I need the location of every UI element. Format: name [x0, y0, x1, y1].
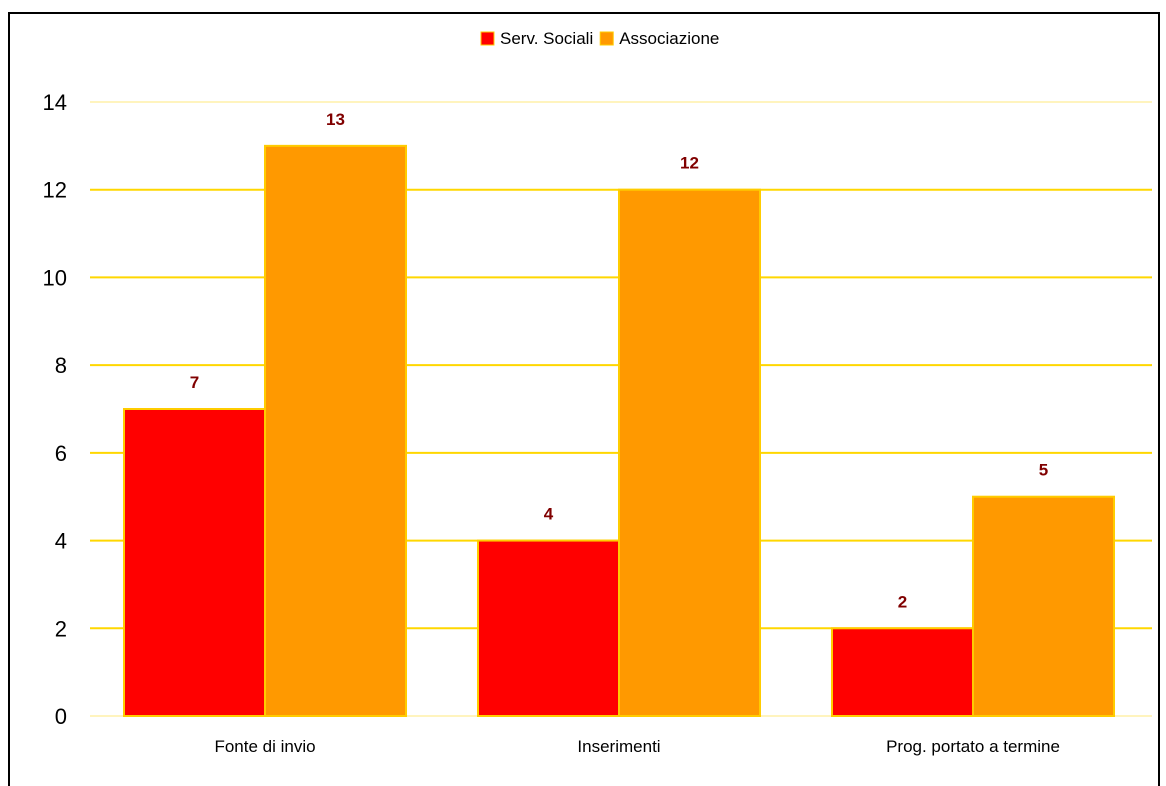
data-label: 7: [190, 373, 199, 392]
data-label: 12: [680, 154, 699, 173]
bar-associazione-3: [972, 495, 1115, 718]
bar-serv-sociali-2: [477, 539, 620, 717]
legend-swatch: [599, 31, 614, 46]
y-tick-label: 2: [55, 616, 67, 641]
y-tick-label: 8: [55, 353, 67, 378]
x-category-label: Prog. portato a termine: [886, 737, 1060, 756]
data-label: 13: [326, 110, 345, 129]
data-label: 5: [1039, 461, 1048, 480]
bar-serv-sociali-3: [831, 627, 974, 717]
data-label: 4: [544, 505, 554, 524]
y-tick-label: 12: [43, 178, 67, 203]
y-tick-label: 0: [55, 704, 67, 729]
bar-associazione-2: [618, 188, 761, 717]
y-tick-label: 4: [55, 529, 67, 554]
data-label: 2: [898, 592, 907, 611]
y-tick-label: 14: [43, 90, 67, 115]
legend-swatch: [480, 31, 495, 46]
legend-label: Associazione: [619, 29, 719, 48]
x-category-label: Inserimenti: [577, 737, 660, 756]
y-tick-label: 6: [55, 441, 67, 466]
y-tick-label: 10: [43, 265, 67, 290]
bar-associazione-1: [264, 144, 407, 718]
legend-label: Serv. Sociali: [500, 29, 593, 48]
x-category-label: Fonte di invio: [214, 737, 315, 756]
bar-serv-sociali-1: [123, 408, 266, 717]
